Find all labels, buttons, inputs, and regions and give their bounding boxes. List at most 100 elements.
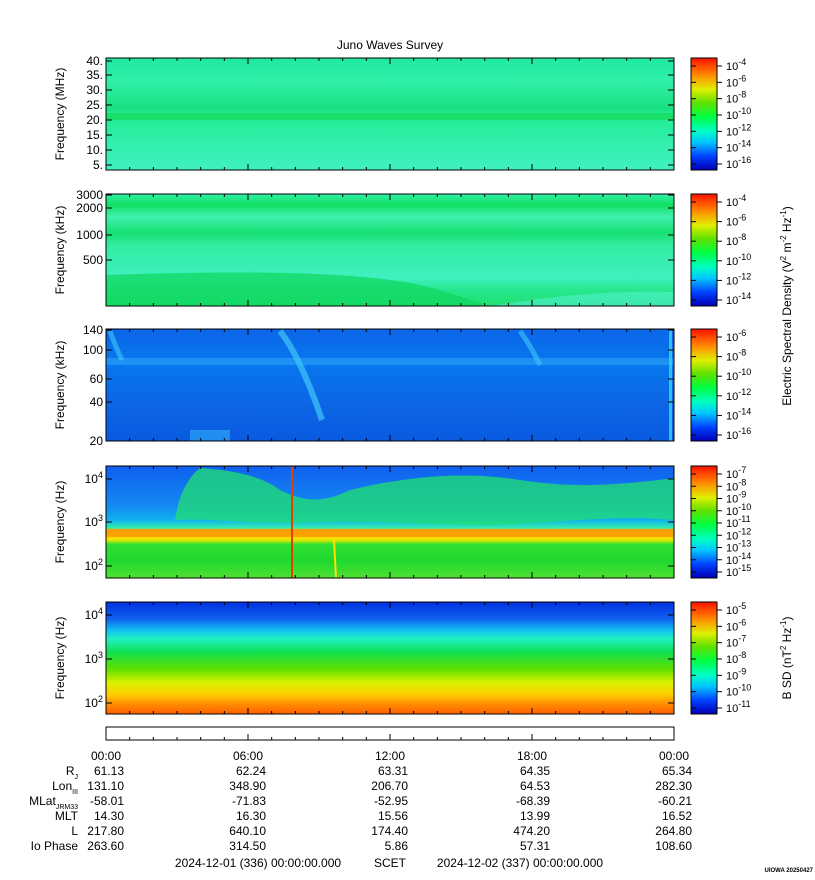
ytick-label: 103 [85,513,103,529]
ytick-label: 20. [86,113,103,127]
colorbar-tick-label: 10-6 [726,73,746,89]
colorbar-tick-label: 10-8 [726,90,746,106]
footer-end: 2024-12-02 (337) 00:00:00.000 [437,856,603,870]
colorbar-tick-label: 10-10 [726,683,751,699]
colorbar-4 [690,465,718,579]
colorbar-tick-label: 10-14 [726,406,751,422]
colorbar-tick-label: 10-14 [726,291,751,307]
axes: 40.35.30.25.20.15.10.5. Frequency (MHz) 30… [53,54,689,763]
ephemeris-value: 174.40 [371,824,408,838]
colorbar-tick-label: 10-8 [726,477,746,493]
colorbar-tick-label: 10-8 [726,650,746,666]
colorbar-tick-label: 10-10 [726,106,751,122]
colorbars [690,57,718,715]
colorbar-tick-label: 10-12 [726,526,751,542]
colorbar-tick-label: 10-15 [726,563,751,579]
colorbar-tick-label: 10-7 [726,634,746,650]
panel-5 [105,601,675,715]
y-axis-label: Frequency (kHz) [53,206,67,295]
ephemeris-value: 206.70 [371,779,408,793]
footer-scet: SCET [374,856,407,870]
colorbar-3 [690,328,718,442]
time-tick-label: 00:00 [659,749,689,763]
spectrogram-5 [106,602,674,714]
ephemeris-label: LonIII [52,779,78,796]
colorbar-2 [690,193,718,307]
ephemeris-label: L [71,824,78,838]
colorbar-tick-label: 10-16 [726,155,751,171]
colorbar-tick-label: 10-5 [726,601,746,617]
ephemeris-value: 263.60 [87,839,124,853]
colorbar-tick-label: 10-11 [726,514,751,530]
colorbar-tick-label: 10-14 [726,551,751,567]
panel-4 [105,465,675,579]
colorbar-tick-label: 10-6 [726,213,746,229]
ytick-label: 40 [90,395,104,409]
ephemeris-value: 14.30 [94,809,124,823]
ephemeris-value: 64.53 [520,779,550,793]
ytick-label: 104 [85,470,103,486]
ephemeris-value: 348.90 [229,779,266,793]
ephemeris-value: 16.52 [662,809,692,823]
colorbar-tick-label: 10-12 [726,122,751,138]
ephemeris-value: 13.99 [520,809,550,823]
colorbar-tick-label: 10-12 [726,387,751,403]
colorbar-1 [690,57,718,171]
colorbar-tick-label: 10-14 [726,139,751,155]
ytick-label: 10. [86,143,103,157]
y-axis-label: Frequency (kHz) [53,341,67,430]
ephemeris-value: 282.30 [655,779,692,793]
colorbar-tick-label: 10-8 [726,232,746,248]
ytick-label: 3000 [76,188,103,202]
low-freq-cutoff [106,272,490,306]
ytick-label: 25. [86,98,103,112]
y-axis-label: Frequency (Hz) [53,617,67,700]
ytick-label: 30. [86,83,103,97]
ephemeris-label: Io Phase [31,839,79,853]
ytick-label: 140 [83,323,103,337]
ytick-label: 5. [93,158,103,172]
magnetic-colorbar-label: B SD (nT2 Hz-1) [779,617,794,700]
electric-colorbar-label: Electric Spectral Density (V2 m-2 Hz-1) [779,206,794,405]
footer-tag: UIOWA 20250427 [765,868,814,874]
ephemeris-label: MLT [55,809,79,823]
panel-2 [105,193,675,307]
colorbar-tick-label: 10-9 [726,666,746,682]
colorbar-5 [690,601,718,715]
colorbar-tick-label: 10-8 [726,348,746,364]
ephemeris-value: 5.86 [385,839,409,853]
ephemeris-value: 474.20 [513,824,550,838]
colorbar-tick-label: 10-12 [726,271,751,287]
colorbar-ticks: 10-410-610-810-1010-1210-1410-1610-410-6… [691,57,751,715]
ephemeris-value: 16.30 [236,809,266,823]
wave-emission [175,468,674,526]
panel-3 [105,328,675,442]
ytick-label: 103 [85,650,103,666]
y-axis-label: Frequency (Hz) [53,481,67,564]
ephemeris-value: 131.10 [87,779,124,793]
ytick-label: 40. [86,54,103,68]
ephemeris-value: -58.01 [90,794,124,808]
ephemeris-value: 108.60 [655,839,692,853]
time-tick-label: 06:00 [233,749,263,763]
emission-band [106,113,674,120]
ytick-label: 15. [86,128,103,142]
time-tick-label: 12:00 [375,749,405,763]
ephemeris-value: -60.21 [658,794,692,808]
colorbar-tick-label: 10-11 [726,699,751,715]
ephemeris-value: 61.13 [94,764,124,778]
ytick-label: 20 [90,434,104,448]
ephemeris-value: 65.34 [662,764,692,778]
ytick-label: 1000 [76,228,103,242]
colorbar-tick-label: 10-10 [726,502,751,518]
colorbar-tick-label: 10-6 [726,617,746,633]
ephemeris-table: RJ 61.13 62.24 63.31 64.35 65.34 LonIII 131.10 3… [29,764,692,853]
ytick-label: 500 [83,253,103,267]
ephemeris-value: 64.35 [520,764,550,778]
ephemeris-value: 62.24 [236,764,266,778]
ephemeris-value: -71.83 [232,794,266,808]
colorbar-tick-label: 10-6 [726,328,746,344]
ytick-label: 100 [83,343,103,357]
footer-start: 2024-12-01 (336) 00:00:00.000 [175,856,341,870]
